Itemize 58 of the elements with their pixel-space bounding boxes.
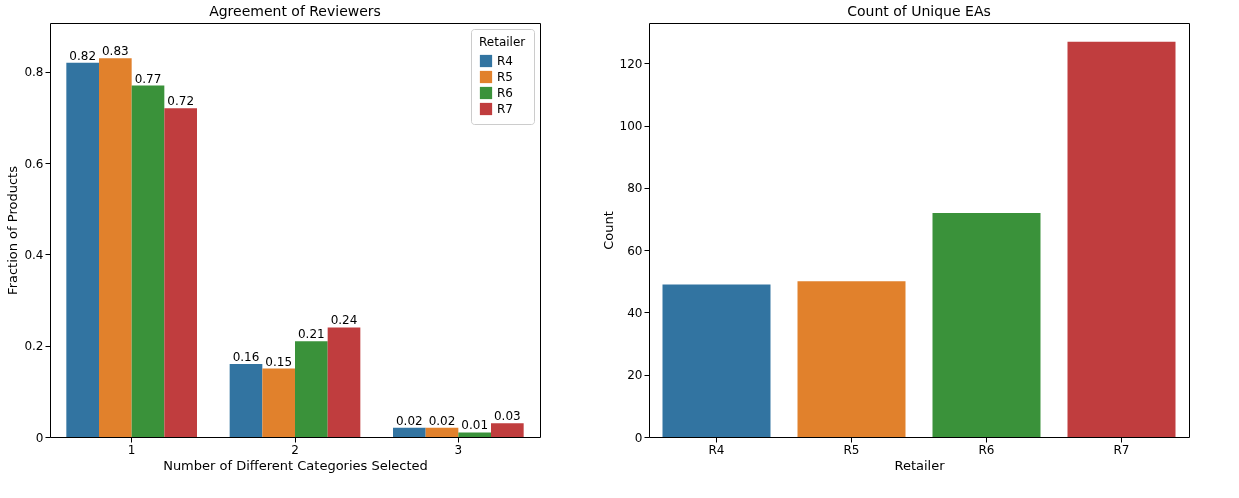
y-tick-label: 120 [619, 56, 643, 71]
bar [932, 212, 1041, 437]
y-tick-label: 0.4 [24, 247, 44, 262]
y-axis-title: Fraction of Products [5, 165, 21, 295]
y-tick-label: 0.6 [24, 156, 44, 171]
y-axis-title: Count [600, 211, 616, 250]
bar [164, 108, 197, 437]
data-label: 0.16 [232, 349, 260, 364]
bar [99, 58, 132, 437]
bar [262, 368, 295, 437]
data-label: 0.82 [69, 48, 97, 63]
data-label: 0.72 [167, 94, 195, 109]
y-tick-label: 0.2 [24, 339, 44, 354]
bar [229, 363, 263, 437]
legend-title: Retailer [479, 35, 526, 49]
y-tick-label: 0.8 [24, 65, 44, 80]
y-tick-label: 0 [35, 430, 44, 445]
data-label: 0.03 [493, 409, 521, 424]
x-tick-label: R6 [978, 442, 995, 457]
legend-label: R7 [497, 102, 513, 116]
x-tick-label: 2 [291, 442, 299, 457]
bar [662, 284, 771, 437]
data-label: 0.15 [265, 354, 293, 369]
data-label: 0.21 [297, 327, 325, 342]
y-tick-label: 60 [627, 243, 643, 258]
bar [295, 341, 328, 437]
legend-label: R5 [497, 70, 513, 84]
chart-title: Count of Unique EAs [847, 3, 991, 19]
x-tick-label: 3 [454, 442, 463, 457]
x-tick-label: 1 [127, 442, 136, 457]
bar [1067, 41, 1176, 437]
bar [491, 423, 524, 437]
bar [66, 62, 99, 437]
y-tick-label: 20 [627, 368, 643, 383]
x-axis-title: Retailer [894, 457, 946, 473]
data-label: 0.83 [101, 44, 129, 59]
y-tick-label: 0 [634, 430, 643, 445]
legend-label: R4 [497, 54, 513, 68]
data-label: 0.24 [330, 313, 358, 328]
x-tick-label: R7 [1113, 442, 1130, 457]
bar [425, 427, 459, 437]
data-label: 0.02 [395, 413, 423, 428]
data-label: 0.77 [134, 71, 162, 86]
y-tick-label: 100 [619, 119, 643, 134]
y-tick-label: 40 [627, 305, 643, 320]
bar [458, 432, 491, 437]
bar [797, 281, 906, 437]
bar [393, 427, 426, 437]
data-label: 0.01 [461, 418, 489, 433]
chart-title: Agreement of Reviewers [209, 3, 381, 19]
bar [131, 85, 165, 437]
x-tick-label: R4 [708, 442, 725, 457]
x-axis-title: Number of Different Categories Selected [163, 457, 428, 473]
legend-label: R6 [497, 86, 513, 100]
x-tick-label: R5 [843, 442, 860, 457]
y-tick-label: 80 [627, 181, 643, 196]
data-label: 0.02 [428, 413, 456, 428]
bar [327, 327, 361, 437]
